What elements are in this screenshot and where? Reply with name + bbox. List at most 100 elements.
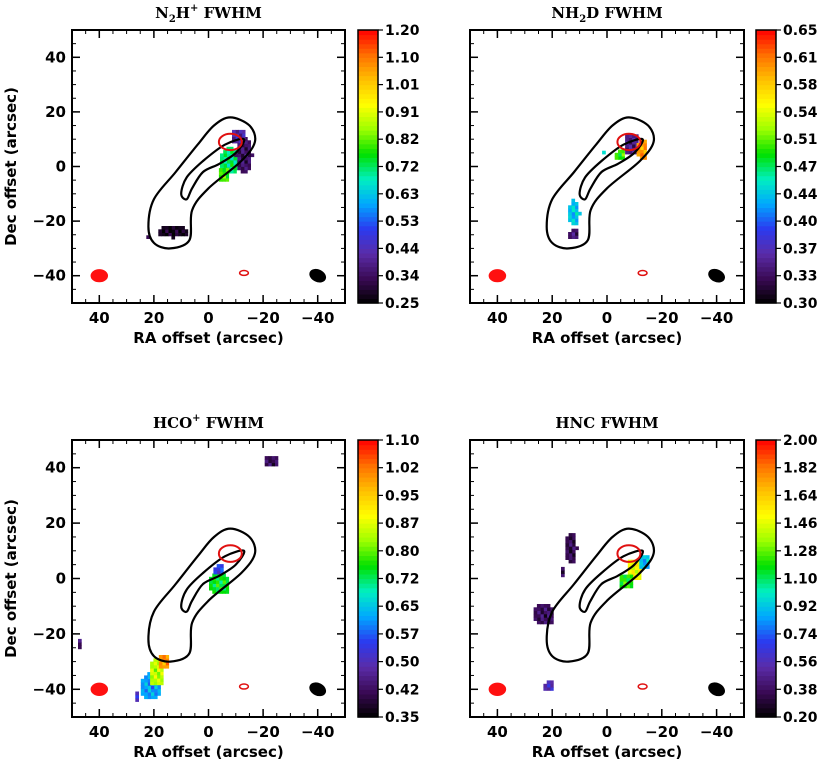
colorbar-step — [756, 184, 776, 190]
colorbar-tick-label: 0.35 — [385, 710, 420, 726]
data-pixel — [235, 136, 239, 141]
x-tick-label: −20 — [645, 723, 678, 741]
data-pixel — [157, 688, 161, 693]
data-pixel — [546, 610, 551, 615]
data-pixel — [561, 573, 565, 578]
data-pixel — [550, 607, 554, 611]
colorbar-tick-label: 1.10 — [385, 50, 420, 66]
colorbar-step — [358, 652, 378, 658]
colorbar-tick-label: 0.54 — [783, 105, 818, 121]
data-pixel — [184, 232, 189, 237]
data-pixel — [147, 675, 151, 680]
beam-red — [488, 682, 507, 696]
data-pixel — [150, 664, 154, 669]
data-pixel — [147, 685, 151, 690]
data-pixel — [162, 661, 166, 666]
colorbar-step — [358, 75, 378, 81]
data-pixel — [156, 668, 161, 672]
data-pixel — [568, 553, 573, 557]
colorbar-step — [756, 43, 776, 49]
colorbar-step — [756, 458, 776, 464]
data-pixel — [153, 688, 158, 693]
colorbar-step — [358, 481, 378, 487]
colorbar-step — [756, 166, 776, 172]
data-pixel — [222, 171, 226, 176]
data-pixel — [168, 226, 172, 230]
colorbar-tick-label: 0.37 — [783, 241, 818, 257]
data-pixel — [150, 685, 155, 690]
data-pixel — [209, 583, 213, 588]
data-pixel — [621, 156, 625, 160]
data-pixel — [639, 565, 643, 569]
colorbar-step — [756, 80, 776, 86]
colorbar: 0.35 0.42 0.50 0.57 0.65 0.72 0.80 0.87 0.95 1.02… — [357, 433, 420, 726]
data-pixel — [637, 576, 642, 580]
title-main: HCO — [153, 414, 192, 432]
y-tick-label: −40 — [33, 267, 66, 285]
data-pixel — [225, 174, 230, 179]
data-pixel — [229, 169, 234, 174]
data-pixel — [220, 153, 224, 158]
data-pixel — [634, 576, 639, 580]
data-pixel — [164, 226, 169, 230]
colorbar-tick-label: 1.82 — [783, 461, 818, 477]
colorbar-step — [358, 184, 378, 190]
colorbar-step — [358, 198, 378, 204]
data-pixel — [237, 153, 242, 158]
colorbar-step — [756, 125, 776, 131]
colorbar-step — [358, 444, 378, 450]
colorbar-step — [756, 670, 776, 677]
data-pixel — [215, 573, 220, 578]
colorbar-step — [358, 463, 378, 469]
data-pixel — [264, 459, 269, 464]
colorbar-step — [358, 271, 378, 277]
data-pixel — [543, 620, 548, 625]
colorbar-step — [756, 523, 776, 529]
data-pixel — [156, 664, 161, 669]
data-pixel — [574, 211, 579, 216]
colorbar-step — [358, 606, 378, 612]
colorbar-step — [756, 221, 776, 227]
colorbar-step — [756, 513, 776, 520]
colorbar-step — [358, 578, 378, 584]
colorbar-step — [358, 30, 378, 36]
data-pixel — [565, 549, 570, 554]
data-pixel — [237, 166, 242, 171]
x-tick-label: −20 — [246, 309, 279, 327]
colorbar-step — [756, 207, 776, 213]
colorbar-step — [756, 675, 776, 681]
core-contour-small — [637, 269, 648, 277]
colorbar-step — [756, 453, 776, 460]
data-pixel — [571, 211, 576, 216]
colorbar-step — [358, 43, 378, 49]
colorbar: 0.20 0.38 0.56 0.74 0.92 1.10 1.28 1.46 1.64 1.82… — [755, 433, 818, 726]
colorbar-tick-label: 1.02 — [385, 461, 420, 477]
data-pixel — [631, 144, 636, 148]
data-pixel — [215, 580, 220, 584]
colorbar-step — [358, 93, 378, 99]
colorbar-step — [756, 52, 776, 58]
data-pixel — [543, 610, 548, 615]
colorbar-tick-label: 0.51 — [783, 132, 818, 148]
colorbar-step — [756, 293, 776, 300]
colorbar-step — [756, 75, 776, 81]
data-pixel — [244, 159, 248, 164]
colorbar-tick-label: 0.50 — [385, 655, 420, 671]
colorbar-step — [756, 703, 776, 709]
colorbar-step — [756, 139, 776, 145]
data-pixel — [629, 584, 634, 589]
data-pixel — [533, 610, 538, 615]
colorbar-step — [358, 289, 378, 295]
data-pixel — [144, 682, 148, 686]
colorbar-step — [358, 130, 378, 136]
data-pixel — [639, 146, 644, 150]
colorbar-tick-label: 0.58 — [783, 78, 818, 94]
data-pixel — [226, 150, 231, 154]
data-pixel — [135, 691, 139, 696]
data-pixel — [244, 166, 248, 171]
colorbar-step — [756, 467, 776, 473]
data-pixel — [209, 580, 213, 584]
data-pixel — [643, 149, 647, 154]
colorbar-step — [358, 527, 378, 533]
data-pixel — [247, 140, 251, 144]
